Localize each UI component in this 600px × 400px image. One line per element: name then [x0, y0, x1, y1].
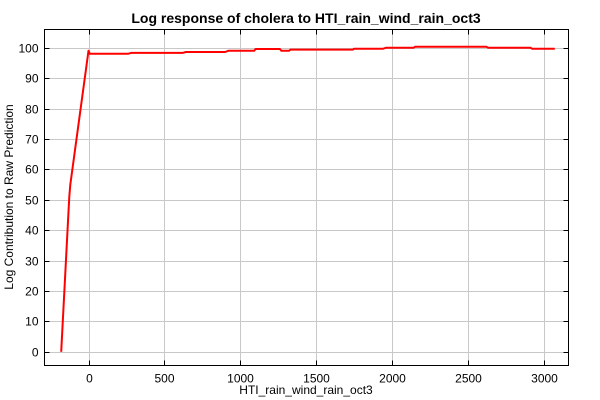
series-layer: [60, 45, 555, 352]
tick-layer: 0 500 1000 1500 2000 2500 3000 0 10 20 30 40 50 60 70 8…: [18, 29, 569, 386]
y-tick-label: 50: [25, 194, 39, 208]
grid-layer: [44, 29, 569, 366]
y-tick-label: 40: [25, 224, 39, 238]
x-tick-label: 3000: [531, 372, 558, 386]
series-line-0: [60, 45, 555, 352]
y-tick-label: 10: [25, 315, 39, 329]
y-axis-label: Log Contribution to Raw Prediction: [2, 104, 16, 289]
x-tick-label: 1500: [303, 372, 330, 386]
x-axis-label: HTI_rain_wind_rain_oct3: [239, 383, 373, 397]
x-tick-label: 2500: [455, 372, 482, 386]
y-tick-label: 60: [25, 163, 39, 177]
x-tick-label: 500: [154, 372, 174, 386]
y-tick-label: 20: [25, 285, 39, 299]
x-tick-label: 1000: [227, 372, 254, 386]
y-tick-label: 100: [18, 42, 38, 56]
y-tick-label: 80: [25, 103, 39, 117]
chart-title: Log response of cholera to HTI_rain_wind…: [131, 10, 481, 26]
y-tick-label: 0: [32, 346, 39, 360]
x-tick-label: 2000: [379, 372, 406, 386]
x-tick-label: 0: [86, 372, 93, 386]
y-tick-label: 30: [25, 255, 39, 269]
y-tick-label: 90: [25, 72, 39, 86]
y-tick-label: 70: [25, 133, 39, 147]
plot-frame: [44, 29, 569, 366]
